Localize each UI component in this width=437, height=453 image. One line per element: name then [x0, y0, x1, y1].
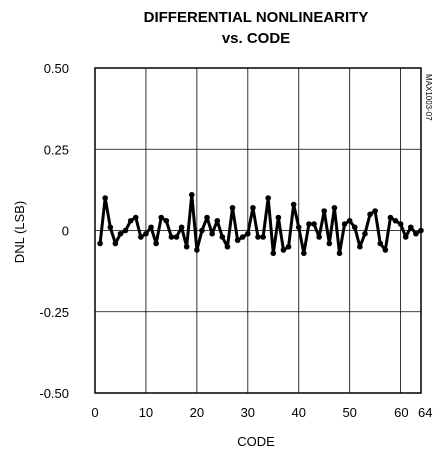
- data-point: [132, 214, 139, 221]
- data-point: [336, 250, 343, 257]
- data-point: [295, 224, 302, 231]
- data-point: [367, 211, 373, 218]
- y-tick-label: 0.50: [44, 61, 69, 76]
- data-point: [397, 221, 404, 227]
- data-point: [163, 217, 170, 224]
- data-point: [290, 201, 297, 208]
- data-point: [413, 230, 419, 237]
- data-point: [224, 243, 231, 250]
- x-tick-label: 30: [241, 405, 255, 420]
- data-point: [321, 208, 328, 214]
- y-tick-labels: 0.50 0.25 0 -0.25 -0.50: [39, 61, 69, 401]
- data-point: [214, 217, 221, 224]
- grid-lines: [95, 68, 421, 393]
- data-point: [148, 224, 154, 231]
- x-tick-label: 10: [139, 405, 153, 420]
- data-point: [351, 224, 358, 231]
- data-point: [326, 240, 333, 247]
- data-point: [199, 227, 205, 234]
- data-point: [255, 234, 261, 240]
- data-point: [168, 234, 175, 240]
- data-point: [362, 230, 368, 237]
- data-point: [357, 243, 363, 250]
- x-tick-labels: 0 10 20 30 40 50 60 64: [91, 405, 432, 420]
- data-point: [188, 191, 195, 198]
- data-point: [234, 237, 241, 244]
- data-point: [382, 247, 389, 253]
- x-tick-label: 50: [342, 405, 356, 420]
- data-point: [194, 247, 200, 253]
- data-point: [245, 230, 251, 237]
- data-point: [204, 214, 210, 221]
- data-point: [346, 217, 353, 224]
- data-point: [402, 234, 409, 240]
- chart-title: DIFFERENTIAL NONLINEARITY: [144, 9, 369, 26]
- data-series: [97, 191, 424, 257]
- data-point: [122, 227, 129, 234]
- data-point: [392, 217, 399, 224]
- data-point: [306, 221, 312, 227]
- data-point: [158, 214, 165, 221]
- data-point: [265, 195, 271, 201]
- x-tick-label: 64: [418, 405, 432, 420]
- data-point: [209, 230, 215, 237]
- data-point: [112, 240, 119, 247]
- x-tick-label: 60: [394, 405, 408, 420]
- y-tick-label: 0: [62, 224, 69, 239]
- data-point: [408, 224, 414, 231]
- data-point: [377, 240, 384, 247]
- figure-id: MAX1003-07: [424, 74, 433, 121]
- data-point: [387, 214, 394, 221]
- data-point: [102, 195, 108, 201]
- data-point: [219, 234, 226, 240]
- data-point: [138, 234, 144, 240]
- data-point: [372, 208, 378, 214]
- y-tick-label: -0.25: [39, 305, 69, 320]
- x-tick-label: 20: [190, 405, 204, 420]
- data-point: [127, 217, 134, 224]
- x-axis-label: CODE: [237, 434, 275, 449]
- series-line: [98, 193, 422, 255]
- data-point: [183, 243, 190, 250]
- data-point: [107, 224, 114, 231]
- data-point: [260, 234, 266, 240]
- x-tick-label: 0: [91, 405, 98, 420]
- data-point: [178, 224, 185, 231]
- data-point: [239, 234, 246, 240]
- data-point: [173, 234, 180, 240]
- data-point: [341, 221, 348, 227]
- data-point: [270, 250, 277, 257]
- chart-subtitle: vs. CODE: [222, 30, 290, 47]
- data-point: [316, 234, 322, 240]
- data-point: [285, 243, 292, 250]
- data-point: [117, 230, 124, 237]
- data-point: [311, 221, 317, 227]
- data-point: [301, 250, 307, 257]
- data-point: [331, 204, 338, 211]
- data-point: [275, 214, 282, 221]
- data-point: [97, 240, 103, 247]
- data-point: [143, 230, 149, 237]
- y-axis-label: DNL (LSB): [12, 201, 27, 263]
- x-tick-label: 40: [292, 405, 306, 420]
- y-tick-label: 0.25: [44, 142, 69, 157]
- data-point: [250, 204, 256, 211]
- data-point: [418, 227, 424, 234]
- data-point: [153, 240, 159, 247]
- data-point: [229, 204, 236, 211]
- data-point: [280, 247, 287, 253]
- y-tick-label: -0.50: [39, 386, 69, 401]
